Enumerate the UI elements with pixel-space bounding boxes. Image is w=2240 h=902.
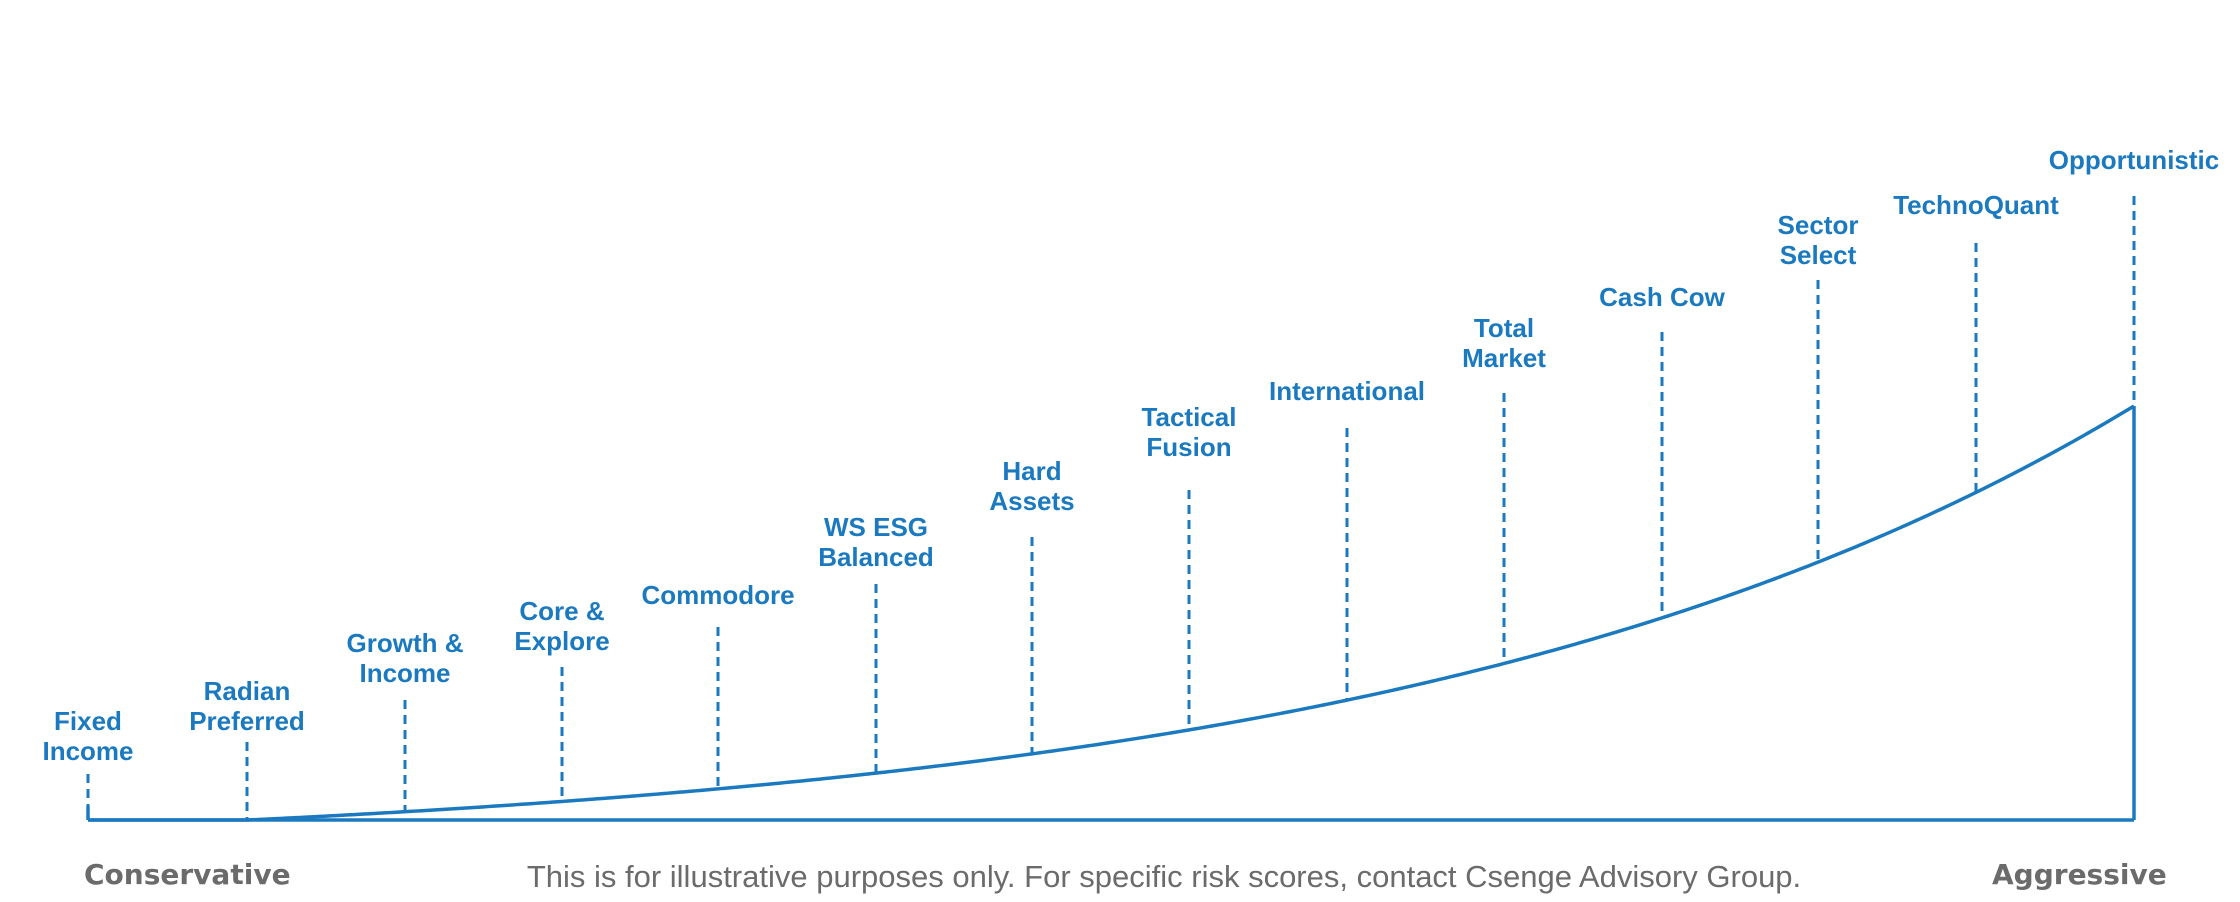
strategy-label: Cash Cow	[1599, 282, 1725, 312]
strategy-label-line: Growth &	[346, 628, 464, 658]
strategy-label-line: Preferred	[189, 706, 305, 736]
strategy-label-line: Assets	[989, 486, 1075, 516]
strategy-label-line: Commodore	[641, 580, 795, 610]
strategy-label-line: TechnoQuant	[1893, 190, 2059, 220]
strategy-label-line: Cash Cow	[1599, 282, 1725, 312]
strategy-label-line: WS ESG	[823, 512, 929, 542]
aggressive-label: Aggressive	[1992, 858, 2167, 891]
strategy-label-line: Total	[1473, 313, 1535, 343]
strategy-label: Growth & Income	[347, 628, 464, 688]
risk-curve-line	[88, 404, 2135, 822]
strategy-label: Total Market	[1462, 313, 1546, 373]
strategy-label-line: Balanced	[818, 542, 934, 572]
strategy-label-line: Fixed	[54, 706, 122, 736]
conservative-label: Conservative	[84, 858, 291, 891]
strategy-label: Fixed Income	[42, 706, 133, 766]
strategy-label-line: Radian	[203, 676, 291, 706]
disclaimer-text: This is for illustrative purposes only. …	[526, 859, 1802, 894]
strategy-label-line: Income	[359, 658, 451, 688]
strategy-label-line: Hard	[1002, 456, 1062, 486]
strategy-label-line: Market	[1462, 343, 1546, 373]
strategy-label: Tactical Fusion	[1142, 402, 1237, 462]
strategy-label-line: Core &	[519, 596, 605, 626]
strategy-label: WS ESG Balanced	[818, 512, 934, 572]
strategy-label: International	[1269, 376, 1425, 406]
strategy-label-line: Fusion	[1146, 432, 1232, 462]
strategy-label-line: Explore	[514, 626, 610, 656]
strategy-label: Sector Select	[1778, 210, 1859, 270]
strategy-label-line: Select	[1779, 240, 1857, 270]
strategy-label: Commodore	[641, 580, 794, 610]
strategy-label: TechnoQuant	[1893, 190, 2059, 220]
strategy-label-line: Income	[42, 736, 134, 766]
strategy-label: Radian Preferred	[189, 676, 305, 736]
strategy-label-line: International	[1268, 376, 1426, 406]
strategy-marker-group	[86, 196, 2136, 820]
strategy-label-line: Opportunistic	[2048, 145, 2220, 175]
strategy-label: Opportunistic	[2049, 145, 2219, 175]
strategy-label-line: Tactical	[1141, 402, 1237, 432]
strategy-label-line: Sector	[1777, 210, 1859, 240]
strategy-label: Core & Explore	[514, 596, 609, 656]
strategy-label: Hard Assets	[989, 456, 1074, 516]
